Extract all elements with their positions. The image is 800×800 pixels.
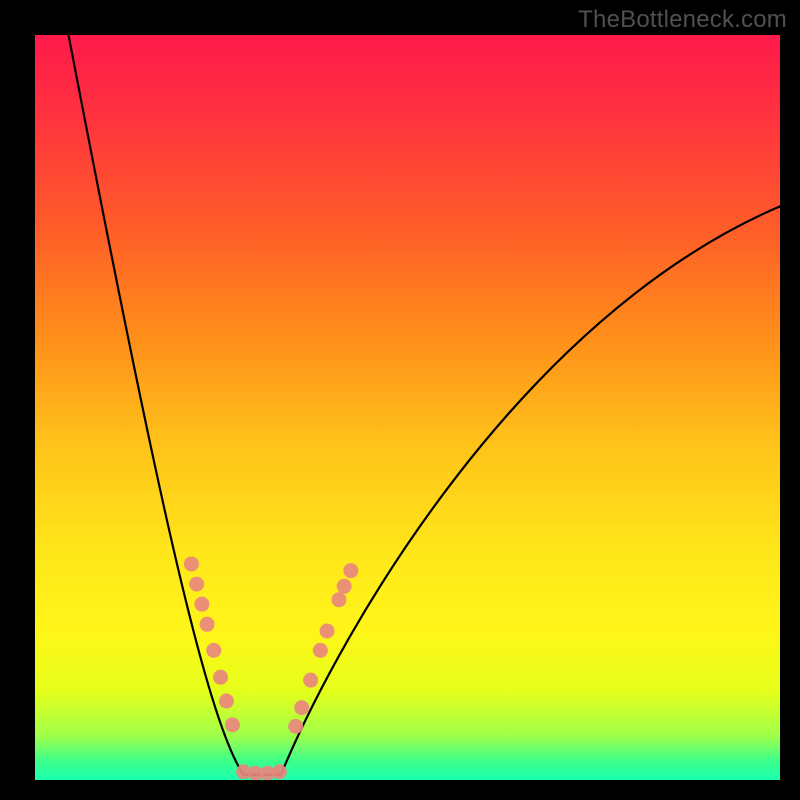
data-dot xyxy=(337,579,352,594)
data-dot xyxy=(288,719,303,734)
data-dot xyxy=(313,643,328,658)
watermark-text: TheBottleneck.com xyxy=(578,6,787,34)
data-dot xyxy=(206,643,221,658)
data-dot xyxy=(331,592,346,607)
data-dot xyxy=(213,670,228,685)
chart-svg xyxy=(35,35,780,780)
data-dot xyxy=(225,717,240,732)
data-dot xyxy=(184,556,199,571)
data-dot xyxy=(272,764,287,779)
data-dot xyxy=(194,597,209,612)
plot-area xyxy=(35,35,780,780)
data-dot xyxy=(320,624,335,639)
data-dot xyxy=(294,700,309,715)
data-dot xyxy=(343,563,358,578)
data-dot xyxy=(219,694,234,709)
data-dot xyxy=(200,617,215,632)
data-dot xyxy=(189,577,204,592)
bottleneck-curve xyxy=(69,35,780,775)
data-dot xyxy=(303,673,318,688)
